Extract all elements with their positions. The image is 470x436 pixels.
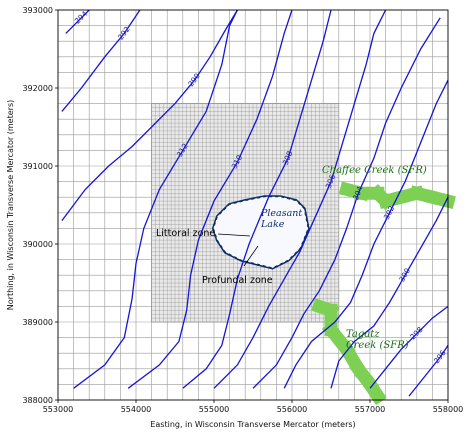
x-tick-label: 554000 — [121, 405, 152, 414]
lake-name-line2: Lake — [260, 219, 285, 230]
contour-line-298 — [369, 305, 449, 389]
y-tick-label: 391000 — [22, 162, 53, 171]
contour-line-300 — [330, 196, 449, 389]
annotations: Littoral zone Profundal zone Pleasant La… — [156, 165, 427, 351]
x-tick-label: 555000 — [199, 405, 230, 414]
x-tick-label: 557000 — [355, 405, 386, 414]
lake — [211, 195, 310, 270]
y-axis-ticks: 388000 389000 390000 391000 392000 393000 — [22, 6, 58, 405]
x-tick-label: 553000 — [43, 405, 74, 414]
tagatz-creek-label-line1: Tagatz — [346, 329, 380, 340]
contour-line-304 — [252, 17, 441, 389]
y-tick-label: 388000 — [22, 396, 53, 405]
profundal-arrow — [243, 245, 259, 267]
x-tick-label: 558000 — [433, 405, 464, 414]
lake-name-line1: Pleasant — [260, 208, 302, 219]
profundal-zone-label: Profundal zone — [202, 275, 273, 286]
x-axis-title: Easting, in Wisconsin Transverse Mercato… — [150, 420, 355, 429]
y-tick-label: 392000 — [22, 84, 53, 93]
littoral-zone-label: Littoral zone — [156, 228, 215, 239]
contour-line-292 — [61, 9, 141, 112]
tagatz-creek-label-line2: Creek (SFR) — [346, 340, 409, 351]
y-tick-label: 393000 — [22, 6, 53, 15]
contour-line-312 — [73, 9, 238, 389]
x-tick-label: 556000 — [277, 405, 308, 414]
lake-interior — [213, 196, 309, 268]
contour-line-306 — [213, 9, 387, 389]
contour-line-296 — [408, 345, 449, 397]
x-axis-ticks: 553000 554000 555000 556000 557000 558000 — [43, 400, 464, 414]
chaffee-creek-label: Chaffee Creek (SFR) — [322, 165, 427, 176]
streams — [311, 181, 456, 406]
plot-frame — [57, 9, 449, 401]
contour-line-294 — [65, 9, 90, 34]
y-tick-label: 389000 — [22, 318, 53, 327]
contour-line-308 — [182, 9, 332, 389]
contour-line-290 — [61, 9, 238, 221]
contour-line-310 — [127, 9, 293, 389]
y-axis-title: Northing, in Wisconsin Transverse Mercat… — [6, 100, 15, 310]
littoral-arrow — [217, 233, 251, 237]
y-tick-label: 390000 — [22, 240, 53, 249]
stream-segment — [424, 189, 456, 209]
contour-line-302 — [283, 79, 449, 389]
